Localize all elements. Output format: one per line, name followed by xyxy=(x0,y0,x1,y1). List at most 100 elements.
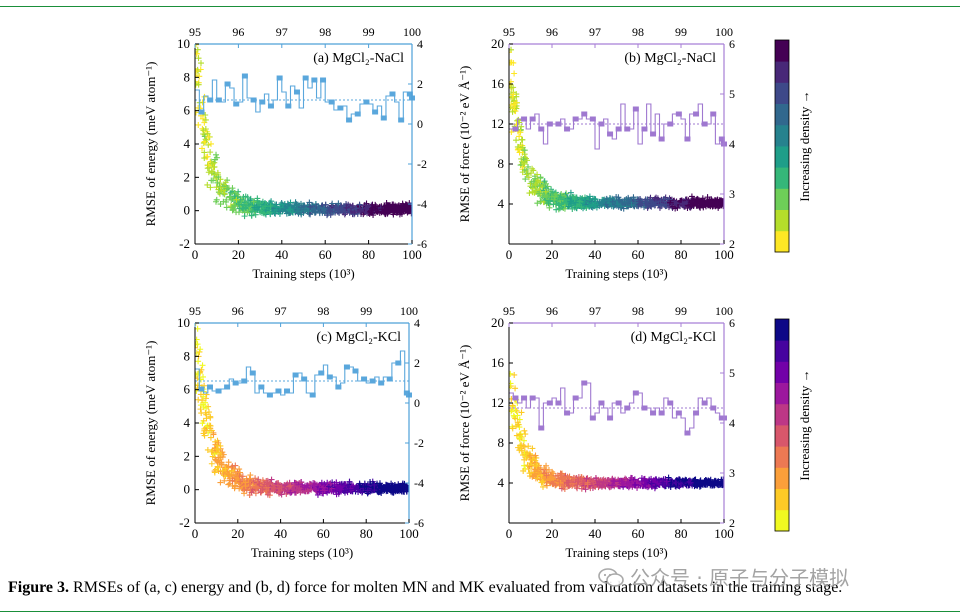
step-marker xyxy=(284,388,291,394)
step-marker xyxy=(320,77,327,83)
scatter-point xyxy=(663,478,670,485)
scatter-point xyxy=(521,427,528,434)
top-x-tick-label: 95 xyxy=(503,304,515,318)
scatter-point xyxy=(665,474,672,481)
colorbar-label: Increasing density → xyxy=(797,369,812,480)
scatter-point xyxy=(657,198,664,205)
scatter-point xyxy=(521,456,528,463)
y-tick-label: 16 xyxy=(491,76,505,91)
scatter-point xyxy=(678,197,685,204)
x-tick-label: 0 xyxy=(192,526,199,541)
step-marker xyxy=(572,395,579,401)
scatter-point xyxy=(538,479,545,486)
watermark-text: 公众号 · 原子与分子模拟 xyxy=(630,566,850,590)
x-tick-label: 60 xyxy=(319,247,332,262)
scatter-point xyxy=(311,206,318,213)
step-marker xyxy=(215,97,222,103)
scatter-point xyxy=(567,189,574,196)
scatter-point xyxy=(268,476,275,483)
scatter-point xyxy=(527,170,534,177)
x-tick-label: 40 xyxy=(589,247,602,262)
step-marker xyxy=(198,109,205,115)
right-y-tick-label: 4 xyxy=(414,316,420,330)
panel-label: (c) MgCl₂-KCl xyxy=(316,330,401,345)
scatter-point xyxy=(553,206,560,213)
colorbar-band xyxy=(775,361,789,383)
y-tick-label: 20 xyxy=(491,36,504,51)
scatter-point xyxy=(548,193,555,200)
scatter-point xyxy=(628,201,635,208)
colorbar-frame xyxy=(774,318,790,532)
top-x-tick-label: 96 xyxy=(232,304,244,318)
x-axis-label: Training steps (10³) xyxy=(565,266,667,281)
y-tick-label: 2 xyxy=(184,448,191,463)
step-marker xyxy=(198,386,205,392)
scatter-point xyxy=(538,184,545,191)
scatter-point xyxy=(532,452,539,459)
scatter-point xyxy=(672,479,679,486)
scatter-point xyxy=(518,136,525,143)
scatter-point xyxy=(195,104,202,111)
scatter-point xyxy=(324,212,331,219)
scatter-point xyxy=(241,213,248,220)
scatter-point xyxy=(322,488,329,495)
scatter-point xyxy=(354,484,361,491)
scatter-point xyxy=(565,203,572,210)
y-tick-label: 8 xyxy=(184,69,191,84)
scatter-point xyxy=(521,147,528,154)
scatter-point xyxy=(535,468,542,475)
scatter-point xyxy=(583,475,590,482)
scatter-point xyxy=(205,141,212,148)
step-marker xyxy=(311,77,318,83)
step-marker xyxy=(632,390,639,396)
scatter-point xyxy=(565,479,572,486)
scatter-point xyxy=(304,482,311,489)
scatter-point xyxy=(202,116,209,123)
scatter-point xyxy=(350,482,357,489)
step-marker xyxy=(318,370,325,376)
top-x-tick-label: 95 xyxy=(503,25,515,39)
scatter-point xyxy=(575,478,582,485)
scatter-point xyxy=(262,207,269,214)
scatter-point xyxy=(716,197,723,204)
scatter-point xyxy=(194,296,200,302)
scatter-point xyxy=(511,371,518,378)
y-axis-label: RMSE of energy (meV atom⁻¹) xyxy=(143,341,158,506)
scatter-point xyxy=(547,475,554,482)
colorbar-band xyxy=(775,403,789,426)
scatter-point xyxy=(666,199,673,206)
scatter-point xyxy=(383,205,390,212)
scatter-point xyxy=(312,480,319,487)
scatter-point xyxy=(283,210,290,217)
y-tick-label: -2 xyxy=(179,515,190,530)
colorbar-band xyxy=(775,425,789,447)
top-rule xyxy=(0,6,960,7)
scatter-point xyxy=(349,202,356,209)
scatter-point xyxy=(545,200,552,207)
scatter-point xyxy=(549,468,556,475)
y-tick-label: -2 xyxy=(179,236,190,251)
scatter-point xyxy=(195,80,199,87)
step-marker xyxy=(546,400,553,406)
scatter-point xyxy=(199,362,206,369)
right-y-tick-label: 2 xyxy=(417,77,423,91)
scatter-point xyxy=(356,480,363,487)
step-marker xyxy=(710,405,717,411)
scatter-point xyxy=(197,391,204,398)
scatter-point xyxy=(196,73,203,80)
scatter-point xyxy=(263,477,270,484)
scatter-point xyxy=(295,487,301,494)
step-marker xyxy=(529,116,536,122)
top-x-tick-label: 98 xyxy=(632,304,644,318)
top-x-tick-label: 100 xyxy=(400,304,418,318)
scatter-point xyxy=(215,449,222,456)
scatter-point xyxy=(629,475,636,482)
scatter-point xyxy=(361,483,368,490)
scatter-point xyxy=(526,452,533,459)
x-axis-label: Training steps (10³) xyxy=(251,545,353,560)
step-marker xyxy=(598,121,605,127)
colorbar-band xyxy=(775,509,789,532)
scatter-point xyxy=(198,60,204,67)
scatter-point xyxy=(215,454,222,461)
scatter-point xyxy=(286,206,293,213)
